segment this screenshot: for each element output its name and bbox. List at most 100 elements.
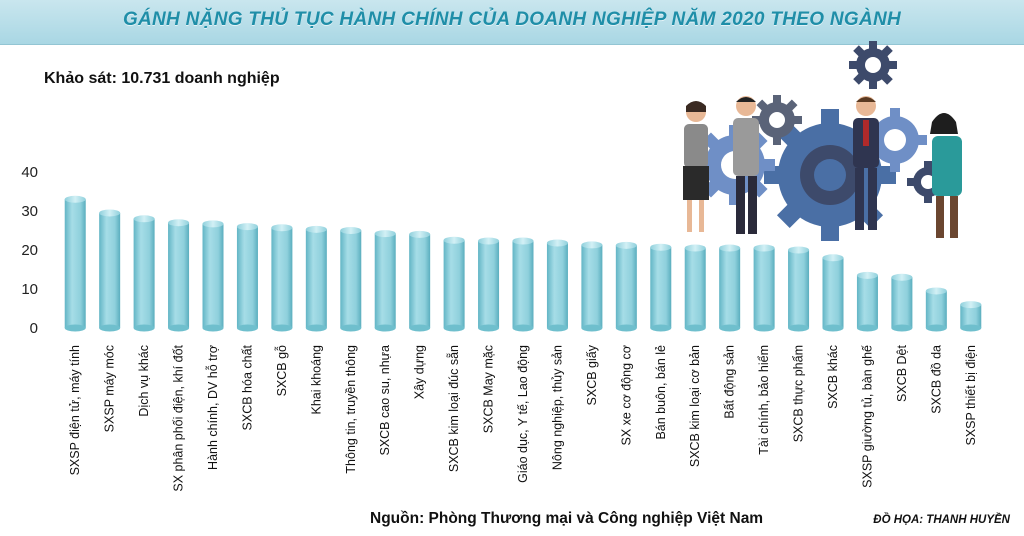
x-category-label: SXSP thiết bị điện (964, 345, 978, 446)
x-category-label: SXCB đồ da (929, 345, 943, 414)
bar-cap (546, 239, 568, 247)
bar-base (719, 324, 741, 332)
bar-body (822, 257, 844, 328)
bar-body (478, 241, 500, 328)
graphic-credit: ĐỒ HỌA: THANH HUYỀN (873, 514, 1010, 526)
bar (925, 287, 947, 332)
bar-base (340, 324, 362, 332)
bar-base (650, 324, 672, 332)
bar-body (271, 227, 293, 328)
bar (650, 243, 672, 332)
bar-cap (305, 225, 327, 233)
bar-cap (443, 236, 465, 244)
bar (478, 237, 500, 332)
x-category-label: Khai khoáng (309, 345, 323, 415)
bar (236, 223, 258, 332)
businesswoman-figure (930, 113, 962, 238)
bar-cap (133, 215, 155, 223)
bar-base (546, 324, 568, 332)
bar (822, 254, 844, 332)
bar-base (271, 324, 293, 332)
bar (202, 220, 224, 332)
bar-body (305, 229, 327, 328)
bar-cap (236, 223, 258, 231)
business-people-gears-illustration (683, 41, 962, 241)
x-category-label: SX xe cơ động cơ (619, 345, 633, 445)
x-category-label: Hành chính, DV hỗ trợ (205, 345, 220, 470)
bar-cap (753, 244, 775, 252)
x-category-label: SXCB kim loại đúc sẵn (446, 345, 461, 472)
x-category-label: SXCB gỗ (274, 345, 289, 396)
bar-cap (960, 301, 982, 309)
bar (64, 195, 86, 332)
y-tick-label: 20 (21, 242, 38, 259)
bar-body (960, 304, 982, 328)
x-category-label: Xây dựng (413, 345, 427, 399)
bar (615, 241, 637, 332)
bar-base (822, 324, 844, 332)
x-category-label: Tài chính, bảo hiểm (757, 345, 771, 455)
bar-body (581, 244, 603, 328)
x-category-label: SXSP giường tủ, bàn ghế (860, 345, 874, 488)
bar (788, 246, 810, 332)
page-title: GÁNH NẶNG THỦ TỤC HÀNH CHÍNH CỦA DOANH N… (122, 9, 902, 30)
bar-body (236, 226, 258, 328)
x-category-label: Bất động sản (723, 345, 737, 419)
y-tick-label: 10 (21, 281, 38, 298)
bar (891, 273, 913, 332)
bar-cap (168, 219, 190, 227)
x-category-label: SXSP điện tử, máy tính (68, 345, 82, 475)
x-category-label: SXCB May mặc (482, 345, 496, 433)
bar-cap (409, 230, 431, 238)
bar-cap (719, 244, 741, 252)
x-category-label: Giáo dục, Y tế, Lao động (516, 345, 530, 483)
businesswoman-figure (683, 101, 709, 232)
businessman-figure (853, 96, 879, 230)
bar-body (546, 242, 568, 328)
bar-base (99, 324, 121, 332)
bar-cap (684, 244, 706, 252)
bar (960, 301, 982, 332)
bar-base (168, 324, 190, 332)
bar-base (581, 324, 603, 332)
bar (305, 225, 327, 332)
y-axis: 0 10 20 30 40 (21, 164, 38, 337)
bar-cap (202, 220, 224, 228)
bar-base (133, 324, 155, 332)
x-category-label: SXCB thực phẩm (792, 345, 806, 442)
bar-base (443, 324, 465, 332)
bar-cap (925, 287, 947, 295)
bar-cap (822, 254, 844, 262)
bar-base (64, 324, 86, 332)
bar (374, 230, 396, 332)
bar (340, 227, 362, 332)
bar-cap (99, 209, 121, 217)
x-category-label: SXCB Dệt (895, 344, 909, 401)
bar-cap (374, 230, 396, 238)
bar (753, 244, 775, 332)
bar-body (133, 218, 155, 328)
bar-body (719, 248, 741, 328)
bar (856, 271, 878, 332)
x-category-label: SXCB kim loại cơ bản (688, 345, 702, 467)
bar-base (753, 324, 775, 332)
bar (546, 239, 568, 332)
bar-base (891, 324, 913, 332)
bar-body (788, 250, 810, 328)
bar-base (684, 324, 706, 332)
bar-body (64, 199, 86, 328)
x-category-label: Thông tin, truyền thông (344, 345, 358, 474)
y-tick-label: 0 (30, 320, 38, 337)
bar (684, 244, 706, 332)
y-tick-label: 40 (21, 164, 38, 181)
bar-body (650, 247, 672, 328)
title-banner: GÁNH NẶNG THỦ TỤC HÀNH CHÍNH CỦA DOANH N… (0, 0, 1024, 45)
bar-base (960, 324, 982, 332)
bar-cap (891, 273, 913, 281)
bar-base (615, 324, 637, 332)
x-category-label: SXCB giấy (585, 344, 599, 405)
bar (581, 241, 603, 332)
x-category-label: SX phân phối điện, khí đốt (172, 344, 186, 491)
source-note: Nguồn: Phòng Thương mại và Công nghiệp V… (370, 510, 764, 527)
